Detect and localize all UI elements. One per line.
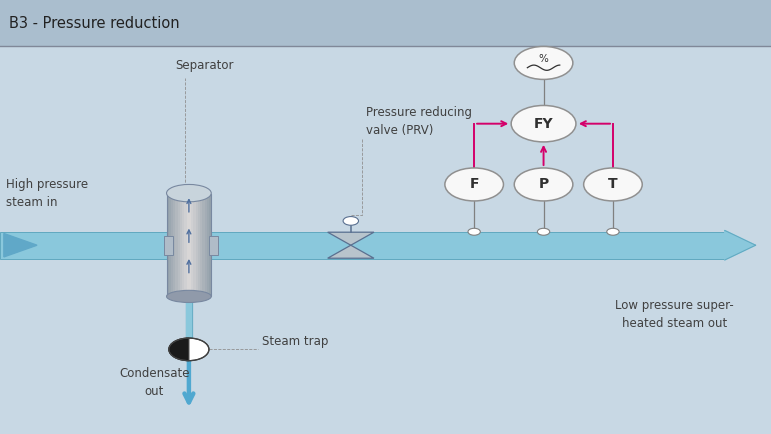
Bar — [191, 194, 194, 296]
Polygon shape — [328, 245, 374, 258]
Circle shape — [343, 217, 359, 225]
Bar — [209, 194, 212, 296]
Circle shape — [511, 105, 576, 142]
Circle shape — [169, 338, 209, 361]
Circle shape — [607, 228, 619, 235]
Text: FY: FY — [534, 117, 554, 131]
Text: Pressure reducing
valve (PRV): Pressure reducing valve (PRV) — [366, 106, 472, 137]
Text: Low pressure super-
heated steam out: Low pressure super- heated steam out — [615, 299, 734, 330]
Circle shape — [468, 228, 480, 235]
Bar — [0, 232, 725, 259]
Polygon shape — [725, 230, 756, 260]
Bar — [164, 236, 173, 255]
Circle shape — [537, 228, 550, 235]
Text: Condensate
out: Condensate out — [119, 367, 190, 398]
Text: T: T — [608, 178, 618, 191]
Bar — [0, 0, 771, 46]
Bar — [180, 194, 183, 296]
Text: High pressure
steam in: High pressure steam in — [6, 178, 89, 209]
Bar — [204, 194, 207, 296]
Bar — [173, 194, 177, 296]
Bar — [202, 194, 205, 296]
Circle shape — [584, 168, 642, 201]
Bar — [198, 194, 200, 296]
Bar — [189, 194, 192, 296]
Polygon shape — [328, 232, 374, 245]
Text: %: % — [539, 54, 548, 64]
Text: Separator: Separator — [175, 59, 234, 72]
Wedge shape — [169, 338, 189, 361]
Bar — [167, 194, 211, 296]
Polygon shape — [4, 233, 37, 257]
Bar — [200, 194, 203, 296]
Text: Steam trap: Steam trap — [262, 335, 328, 348]
Ellipse shape — [167, 184, 211, 202]
Bar — [182, 194, 185, 296]
Bar — [169, 194, 172, 296]
Bar — [167, 194, 170, 296]
Circle shape — [445, 168, 503, 201]
Bar — [177, 194, 180, 296]
Bar — [176, 194, 179, 296]
Text: P: P — [538, 178, 549, 191]
Bar — [194, 194, 197, 296]
Text: F: F — [470, 178, 479, 191]
Circle shape — [514, 168, 573, 201]
Bar — [184, 194, 187, 296]
Bar — [209, 236, 218, 255]
Bar — [187, 194, 190, 296]
Ellipse shape — [167, 290, 211, 302]
Bar — [171, 194, 174, 296]
Circle shape — [514, 46, 573, 79]
Bar — [196, 194, 199, 296]
Bar — [207, 194, 210, 296]
Text: B3 - Pressure reduction: B3 - Pressure reduction — [9, 16, 180, 31]
